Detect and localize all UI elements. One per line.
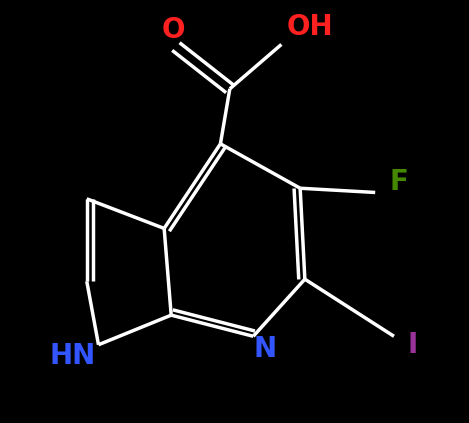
Text: F: F bbox=[389, 168, 408, 196]
Text: N: N bbox=[253, 335, 277, 363]
Text: I: I bbox=[408, 331, 418, 359]
Text: OH: OH bbox=[286, 14, 333, 41]
Text: O: O bbox=[162, 16, 185, 44]
Text: HN: HN bbox=[50, 342, 96, 370]
